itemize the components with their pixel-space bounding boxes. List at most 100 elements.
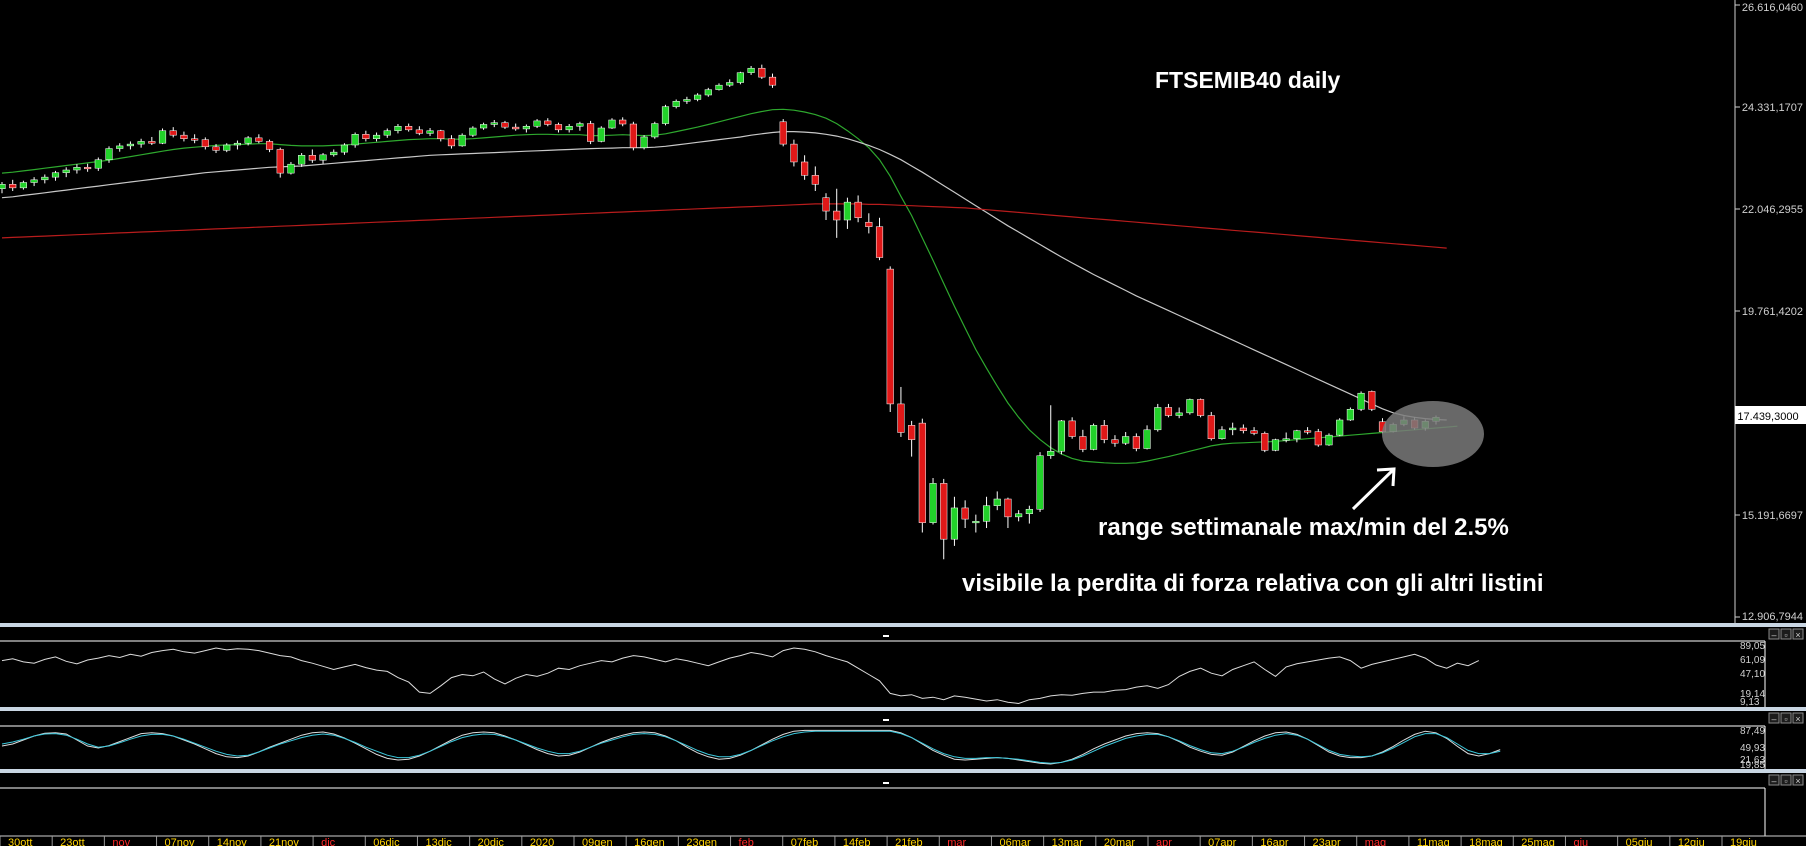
panel-minimize-button[interactable] — [1768, 712, 1780, 724]
candle — [84, 163, 92, 172]
candle-body — [223, 144, 231, 151]
candle-body — [255, 137, 263, 142]
candle — [94, 157, 102, 171]
candle — [715, 83, 723, 91]
candle-body — [169, 130, 177, 136]
candle — [383, 128, 391, 138]
candle — [672, 99, 680, 109]
candle — [233, 140, 242, 150]
candle-body — [1314, 431, 1322, 446]
price-tick-label: 24.331,1707 — [1742, 102, 1803, 114]
candle — [287, 161, 295, 175]
candle — [1100, 419, 1108, 444]
candle-body — [597, 127, 605, 142]
oscillator-level-label: 21,63 — [1740, 755, 1765, 766]
candle — [758, 64, 766, 79]
panel-close-button[interactable] — [1792, 712, 1804, 724]
candle — [469, 126, 477, 137]
candle-body — [1047, 450, 1055, 456]
candle — [126, 141, 134, 150]
moving-average-line-2 — [1, 131, 1447, 421]
panel-close-button[interactable] — [1792, 628, 1804, 640]
candle — [1025, 505, 1033, 524]
candle — [244, 136, 252, 146]
candle — [736, 71, 744, 85]
date-tick-label: giu — [1573, 837, 1588, 846]
candle-body — [1336, 419, 1344, 436]
panel-minimize-button[interactable] — [1768, 774, 1780, 786]
oscillator-level-label: 87,49 — [1740, 726, 1765, 737]
candle-body — [843, 201, 851, 221]
candle-body — [383, 130, 391, 136]
candle-body — [886, 268, 894, 405]
candle-body — [1164, 407, 1173, 416]
candlesticks — [0, 64, 1440, 560]
candle-body — [116, 145, 124, 149]
panel-resize-handles[interactable] — [883, 635, 889, 784]
empty-panel-3 — [0, 787, 1766, 836]
candle — [1207, 411, 1215, 441]
candle-body — [308, 155, 316, 161]
candle-body — [41, 176, 49, 181]
price-tick-label: 12.906,7944 — [1742, 611, 1803, 623]
candle — [180, 131, 188, 142]
price-tick-label: 22.046,2955 — [1742, 204, 1803, 216]
candle — [608, 118, 616, 129]
candle — [950, 496, 959, 546]
candle — [1036, 452, 1044, 512]
candle — [694, 93, 702, 102]
candle-body — [565, 125, 573, 131]
candle — [811, 166, 819, 191]
date-tick-label: apr — [1156, 837, 1172, 846]
panel-close-button[interactable] — [1792, 774, 1804, 786]
candle — [940, 478, 948, 560]
candle-body — [854, 201, 862, 219]
candle-body — [437, 130, 445, 139]
panel-restore-button[interactable] — [1780, 712, 1792, 724]
candle-body — [1346, 409, 1354, 421]
candle — [929, 478, 937, 525]
price-panel — [0, 64, 1458, 560]
candle-body — [458, 134, 466, 147]
candle-body — [84, 167, 92, 170]
panel-minimize-icon: – — [1771, 776, 1776, 786]
candle-body — [576, 123, 584, 127]
date-tick-label: 16gen — [634, 837, 665, 846]
candle — [501, 120, 509, 129]
candle-body — [1271, 439, 1280, 451]
candle — [790, 139, 798, 167]
candle — [415, 126, 423, 136]
candle — [854, 195, 862, 223]
candle — [1282, 432, 1290, 443]
panel-minimize-button[interactable] — [1768, 628, 1780, 640]
candle-body — [736, 72, 744, 83]
candle-body — [362, 134, 370, 139]
candle-body — [982, 505, 991, 522]
candle — [223, 143, 231, 153]
panel-restore-button[interactable] — [1780, 628, 1792, 640]
candle-body — [19, 182, 27, 189]
date-tick-label: dic — [321, 837, 336, 846]
candle — [1164, 403, 1173, 418]
panel-restore-button[interactable] — [1780, 774, 1792, 786]
panel-separators — [0, 623, 1806, 773]
candle — [1186, 398, 1194, 415]
candle — [908, 420, 916, 457]
candle — [544, 118, 552, 127]
candle-body — [972, 521, 980, 524]
candle-body — [608, 119, 616, 129]
date-tick-label: 07apr — [1208, 837, 1236, 846]
candle-body — [415, 129, 423, 134]
candle-body — [694, 94, 702, 100]
panel-restore-icon: ▫ — [1784, 776, 1787, 786]
candle-body — [330, 151, 338, 156]
price-tick-label: 15.191,6697 — [1742, 510, 1803, 522]
candle — [330, 149, 338, 157]
candle — [961, 500, 969, 529]
candle-body — [801, 161, 809, 176]
panel-close-icon: × — [1795, 714, 1800, 724]
panel-restore-icon: ▫ — [1784, 714, 1787, 724]
candle — [565, 124, 573, 133]
candle-body — [747, 67, 755, 73]
panel-window-buttons[interactable]: – ▫ ×– ▫ ×– ▫ × — [1768, 628, 1804, 786]
